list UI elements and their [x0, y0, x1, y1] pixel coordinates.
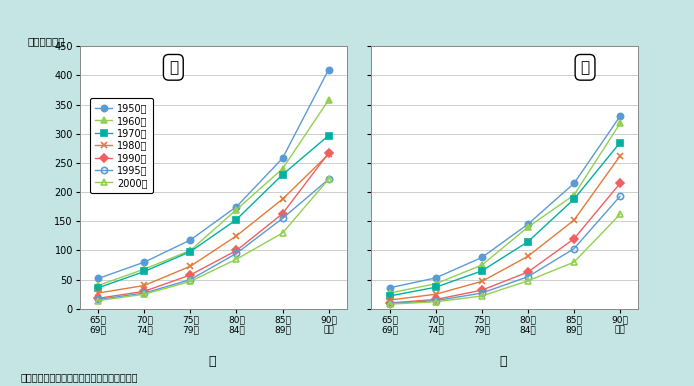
Text: 女: 女 — [500, 355, 507, 368]
Text: 男: 男 — [208, 355, 215, 368]
Text: （人口千対）: （人口千対） — [28, 37, 65, 47]
Legend: 1950年, 1960年, 1970年, 1980年, 1990年, 1995年, 2000年: 1950年, 1960年, 1970年, 1980年, 1990年, 1995年… — [90, 98, 153, 193]
Text: 男: 男 — [169, 60, 178, 75]
Text: 女: 女 — [580, 60, 590, 75]
Text: 資料：厚生労働省『人口動態統計』より作成: 資料：厚生労働省『人口動態統計』より作成 — [21, 372, 138, 382]
